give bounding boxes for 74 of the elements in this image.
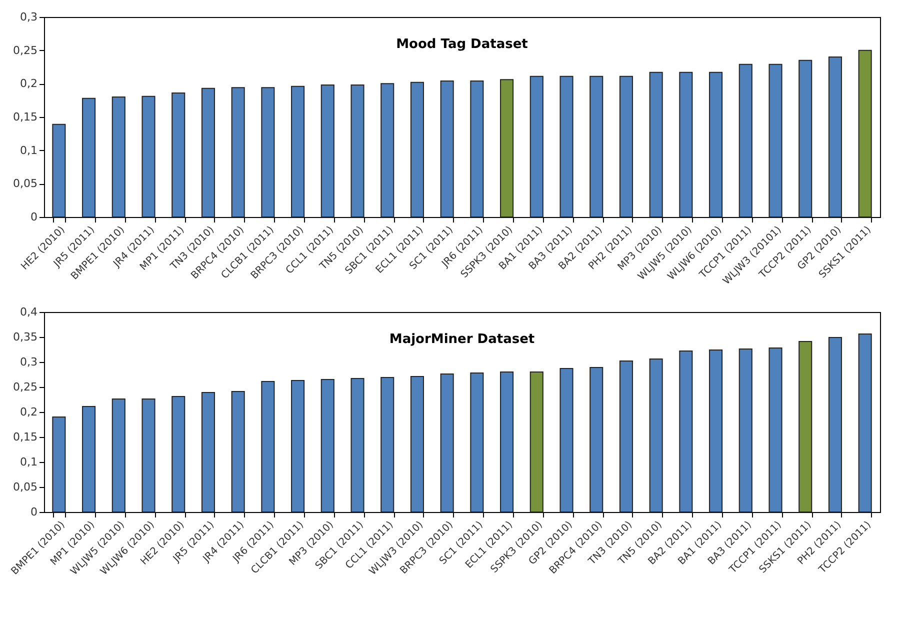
bar — [82, 406, 96, 512]
bar — [261, 381, 275, 512]
bar — [470, 372, 484, 512]
bar — [560, 368, 574, 512]
bar — [649, 358, 663, 512]
bar — [798, 341, 812, 512]
bar — [291, 380, 305, 512]
text: Mood Tag Dataset — [396, 37, 528, 52]
bar — [380, 377, 394, 512]
bar — [768, 348, 782, 512]
bar — [649, 72, 663, 218]
bar — [530, 372, 544, 512]
bar — [350, 378, 364, 512]
y-tick-label: 0,2 — [20, 406, 38, 418]
bar — [231, 391, 245, 512]
y-tick-label: 0,25 — [13, 44, 38, 57]
bar — [500, 372, 514, 512]
y-tick-label: 0,1 — [20, 144, 38, 157]
y-tick-label: 0,05 — [13, 480, 38, 494]
bar — [768, 64, 782, 218]
y-tick-label: 0,2 — [20, 77, 38, 90]
bar — [172, 92, 186, 218]
y-tick-label: 0,4 — [20, 306, 38, 318]
bar — [410, 376, 424, 512]
y-tick-label: 0,15 — [13, 110, 38, 124]
bar — [201, 392, 215, 512]
bar — [410, 82, 424, 218]
bar — [201, 88, 215, 218]
y-tick-label: 0,3 — [20, 10, 38, 24]
bar — [470, 80, 484, 218]
bar — [798, 60, 812, 218]
bar — [440, 80, 454, 218]
bar — [560, 76, 574, 218]
bar — [231, 87, 245, 218]
y-tick-label: 0 — [30, 506, 38, 518]
bar — [590, 367, 604, 512]
bar — [291, 86, 305, 218]
bar — [530, 76, 544, 218]
bar — [679, 72, 693, 218]
bar — [320, 379, 334, 512]
bar — [261, 87, 275, 218]
text: MajorMiner Dataset — [389, 332, 535, 347]
bar — [619, 76, 633, 218]
bar — [350, 84, 364, 218]
bar — [738, 64, 752, 218]
bar — [709, 72, 723, 218]
bar — [738, 348, 752, 512]
bar — [52, 416, 66, 512]
bar — [320, 84, 334, 218]
bar — [52, 124, 66, 218]
y-tick-label: 0,35 — [13, 330, 38, 344]
bar — [500, 79, 514, 218]
bar — [112, 96, 126, 218]
bar — [440, 374, 454, 512]
bar — [112, 398, 126, 512]
y-tick-label: 0,15 — [13, 430, 38, 444]
bar — [828, 56, 842, 218]
bar — [828, 337, 842, 512]
bar — [619, 360, 633, 512]
bar — [142, 398, 156, 512]
bar — [679, 350, 693, 512]
bar — [380, 83, 394, 218]
bar — [82, 98, 96, 218]
bar — [172, 396, 186, 512]
y-tick-label: 0,05 — [13, 177, 38, 190]
bar — [858, 334, 872, 512]
bar — [709, 350, 723, 512]
bar — [858, 50, 872, 218]
y-tick-label: 0,1 — [20, 456, 38, 468]
y-tick-label: 0 — [30, 210, 38, 224]
y-tick-label: 0,3 — [20, 356, 38, 368]
bar — [590, 76, 604, 218]
y-tick-label: 0,25 — [13, 380, 38, 394]
bar — [142, 96, 156, 218]
